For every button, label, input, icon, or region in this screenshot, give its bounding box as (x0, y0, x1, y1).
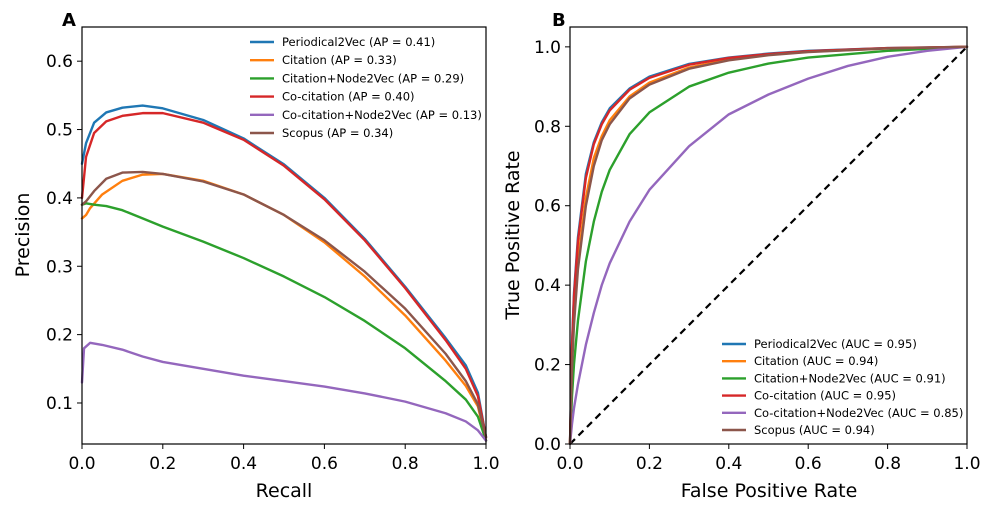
x-tick-label: 1.0 (953, 454, 980, 474)
panel-b-legend: Periodical2Vec (AUC = 0.95) Citation (AUC… (722, 337, 963, 437)
panel-b-series-lines (568, 45, 969, 446)
panel-a-letter: A (62, 10, 76, 31)
panel-a-legend: Periodical2Vec (AP = 0.41) Citation (AP =… (250, 35, 482, 140)
panel-b-series-line-3 (568, 45, 969, 446)
panel-b-series-line-6 (568, 45, 969, 446)
x-tick-label: 0.2 (149, 454, 176, 474)
x-tick-label: 0.8 (874, 454, 901, 474)
panel-a-series-line-5 (80, 341, 488, 442)
y-tick-label: 0.2 (534, 356, 561, 376)
panel-a-series-line-3 (80, 202, 488, 442)
panel-b-chance-diagonal-line (569, 46, 968, 445)
x-tick-label: 0.4 (230, 454, 257, 474)
legend-label-6: Scopus (AP = 0.34) (282, 126, 393, 140)
y-tick-label: 0.6 (46, 52, 73, 72)
panel-b-x-ticks: 0.0 0.2 0.4 0.6 0.8 1.0 (556, 444, 981, 474)
x-tick-label: 0.4 (715, 454, 742, 474)
panel-b-roc-chart: B 0.0 0.2 0.4 0.6 0.8 1.0 0.00.20.40.60.81.0 … (502, 10, 981, 502)
panel-a-y-ticks: 0.1 0.2 0.3 0.4 0.5 0.6 (46, 52, 82, 414)
x-tick-label: 0.0 (68, 454, 95, 474)
legend-label-1: Periodical2Vec (AUC = 0.95) (754, 337, 917, 351)
panel-b-letter: B (552, 10, 566, 31)
legend-label-5: Co-citation+Node2Vec (AP = 0.13) (282, 108, 482, 122)
y-tick-label: 0.8 (534, 117, 561, 137)
legend-label-3: Citation+Node2Vec (AP = 0.29) (282, 71, 464, 85)
y-tick-label: 1.0 (534, 38, 561, 58)
legend-label-2: Citation (AUC = 0.94) (754, 354, 878, 368)
panel-a-x-axis-label: Recall (256, 480, 313, 502)
panel-b-series-line-5 (568, 45, 969, 446)
panel-a-series-line-1 (80, 104, 488, 439)
y-tick-label: 0.4 (46, 189, 73, 209)
panel-b-x-axis-label: False Positive Rate (681, 480, 858, 502)
x-tick-label: 1.0 (472, 454, 499, 474)
x-tick-label: 0.6 (795, 454, 822, 474)
x-tick-label: 0.8 (392, 454, 419, 474)
y-tick-label: 0.0 (534, 435, 561, 455)
panel-a-x-ticks: 0.0 0.2 0.4 0.6 0.8 1.0 (68, 444, 500, 474)
x-tick-label: 0.2 (636, 454, 663, 474)
y-tick-label: 0.4 (534, 276, 561, 296)
y-tick-label: 0.5 (46, 121, 73, 141)
panel-a-axes-frame (81, 26, 487, 445)
x-tick-label: 0.0 (556, 454, 583, 474)
y-tick-label: 0.1 (46, 394, 73, 414)
panel-a-series-lines (80, 104, 488, 442)
x-tick-label: 0.6 (311, 454, 338, 474)
panel-b-y-axis-label: True Positive Rate (502, 150, 524, 320)
y-tick-label: 0.3 (46, 257, 73, 277)
legend-label-2: Citation (AP = 0.33) (282, 53, 397, 67)
panel-a-precision-recall-chart: A 0.0 0.2 0.4 0.6 0.8 1.0 0.10.20.30.40.50.6 … (12, 10, 500, 502)
panel-a-y-axis-label: Precision (12, 193, 34, 278)
legend-label-1: Periodical2Vec (AP = 0.41) (282, 35, 435, 49)
panel-a-series-line-4 (80, 111, 488, 439)
y-tick-label: 0.2 (46, 326, 73, 346)
legend-label-4: Co-citation (AUC = 0.95) (754, 389, 896, 403)
legend-label-5: Co-citation+Node2Vec (AUC = 0.85) (754, 406, 963, 420)
panel-a-series-line-6 (80, 170, 488, 439)
legend-label-4: Co-citation (AP = 0.40) (282, 90, 415, 104)
y-tick-label: 0.6 (534, 197, 561, 217)
panel-b-y-ticks: 0.0 0.2 0.4 0.6 0.8 1.0 (534, 38, 570, 455)
legend-label-6: Scopus (AUC = 0.94) (754, 423, 875, 437)
legend-label-3: Citation+Node2Vec (AUC = 0.91) (754, 371, 946, 385)
panel-b-axes-frame (569, 26, 968, 445)
